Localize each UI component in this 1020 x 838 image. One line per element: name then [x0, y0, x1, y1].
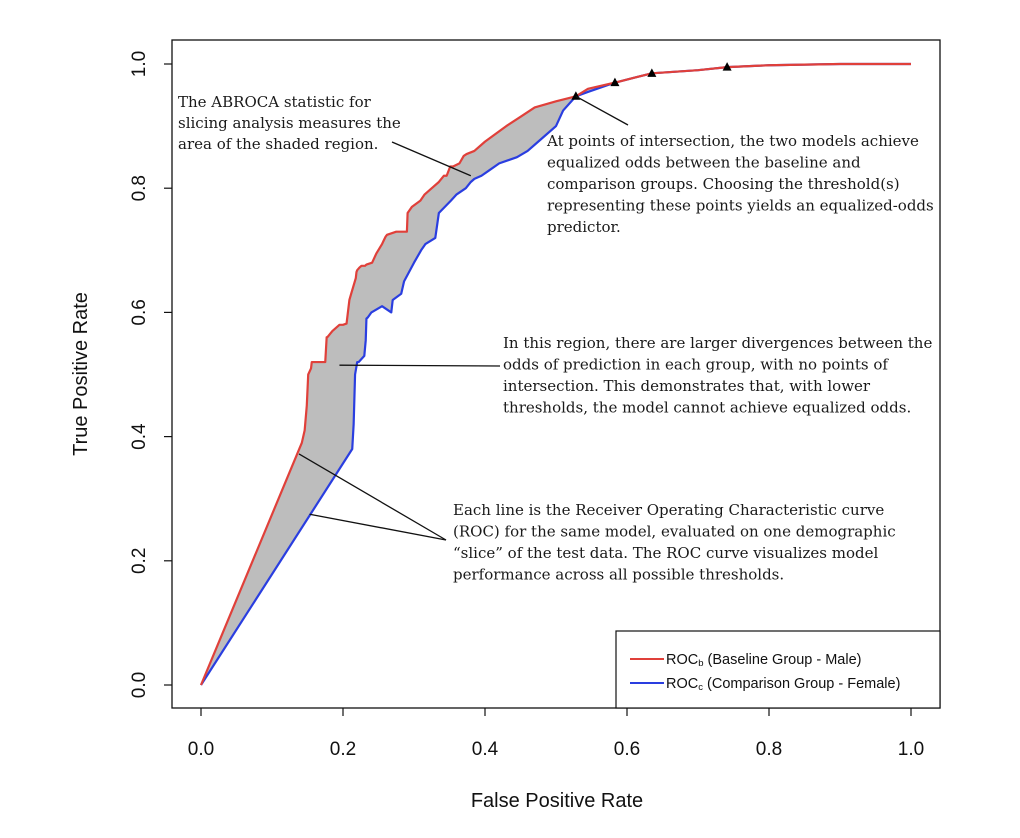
legend-label-comparison: ROCc (Comparison Group - Female) [666, 676, 900, 693]
annotations-layer: The ABROCA statistic for slicing analysis… [178, 93, 934, 584]
annotation-pointer-roc-explainer [298, 453, 447, 541]
annotation-line: The ABROCA statistic for [178, 93, 372, 111]
legend-label-comparison-sub: c [698, 682, 703, 693]
annotation-pointer-divergence [339, 364, 501, 367]
x-axis: 0.0 0.2 0.4 0.6 0.8 1.0 [188, 708, 924, 760]
legend-label-baseline-sub: b [698, 658, 703, 669]
x-tick-label: 1.0 [898, 739, 924, 760]
y-tick-label: 0.2 [129, 548, 150, 574]
annotation-line: odds of prediction in each group, with n… [503, 356, 889, 374]
annotation-line: representing these points yields an equa… [547, 197, 934, 215]
intersection-marker [722, 62, 732, 71]
annotation-pointer-intersection [575, 95, 629, 126]
annotation-line: thresholds, the model cannot achieve equ… [503, 399, 911, 417]
annotation-line: “slice” of the test data. The ROC curve … [453, 544, 878, 562]
x-tick-label: 0.4 [472, 739, 499, 760]
annotation-abroca: The ABROCA statistic for slicing analysis… [178, 93, 401, 153]
legend-label-baseline: ROCb (Baseline Group - Male) [666, 652, 861, 669]
annotation-line: comparison groups. Choosing the threshol… [547, 175, 900, 193]
series-line-baseline [199, 62, 911, 686]
legend-label-comparison-main: ROC [666, 676, 698, 692]
intersection-marker [647, 68, 657, 77]
annotation-pointer-abroca [391, 141, 472, 177]
x-tick-label: 0.0 [188, 739, 214, 760]
abroca-shaded-region [201, 64, 911, 685]
y-tick-label: 0.4 [129, 423, 150, 450]
annotation-line: At points of intersection, the two model… [546, 132, 919, 150]
intersection-marker [610, 77, 620, 87]
annotation-line: performance across all possible threshol… [453, 566, 784, 584]
y-axis: 0.0 0.2 0.4 0.6 0.8 1.0 [129, 51, 172, 698]
legend: ROCb (Baseline Group - Male) ROCc (Compa… [615, 630, 941, 709]
annotation-line: area of the shaded region. [178, 135, 378, 153]
series-layer [199, 62, 911, 686]
annotation-line: Each line is the Receiver Operating Char… [453, 501, 884, 519]
y-tick-label: 0.8 [129, 175, 150, 201]
annotation-line: In this region, there are larger diverge… [503, 334, 932, 352]
annotation-line: slicing analysis measures the [178, 114, 401, 132]
annotation-line: predictor. [547, 218, 621, 236]
y-tick-label: 0.6 [129, 299, 150, 325]
annotation-divergence: In this region, there are larger diverge… [503, 334, 932, 417]
annotation-pointer-roc-explainer [309, 513, 447, 541]
annotation-line: equalized odds between the baseline and [547, 154, 861, 172]
y-axis-title: True Positive Rate [70, 292, 92, 456]
legend-label-baseline-main: ROC [666, 652, 698, 668]
x-tick-label: 0.8 [756, 739, 782, 760]
y-tick-label: 1.0 [129, 51, 150, 77]
x-axis-title: False Positive Rate [471, 790, 643, 812]
abroca-shaded-region-layer [201, 64, 911, 685]
annotation-intersection: At points of intersection, the two model… [546, 132, 934, 236]
legend-label-comparison-rest: (Comparison Group - Female) [703, 676, 900, 692]
annotation-line: intersection. This demonstrates that, wi… [503, 377, 871, 395]
legend-label-baseline-rest: (Baseline Group - Male) [704, 652, 862, 668]
legend-box [615, 630, 941, 709]
y-tick-label: 0.0 [129, 672, 150, 698]
annotation-line: (ROC) for the same model, evaluated on o… [453, 523, 896, 541]
x-tick-label: 0.2 [330, 739, 356, 760]
annotation-roc-explainer: Each line is the Receiver Operating Char… [453, 501, 896, 584]
x-tick-label: 0.6 [614, 739, 640, 760]
plot-frame [171, 39, 941, 709]
annotation-pointers-layer [298, 95, 629, 541]
